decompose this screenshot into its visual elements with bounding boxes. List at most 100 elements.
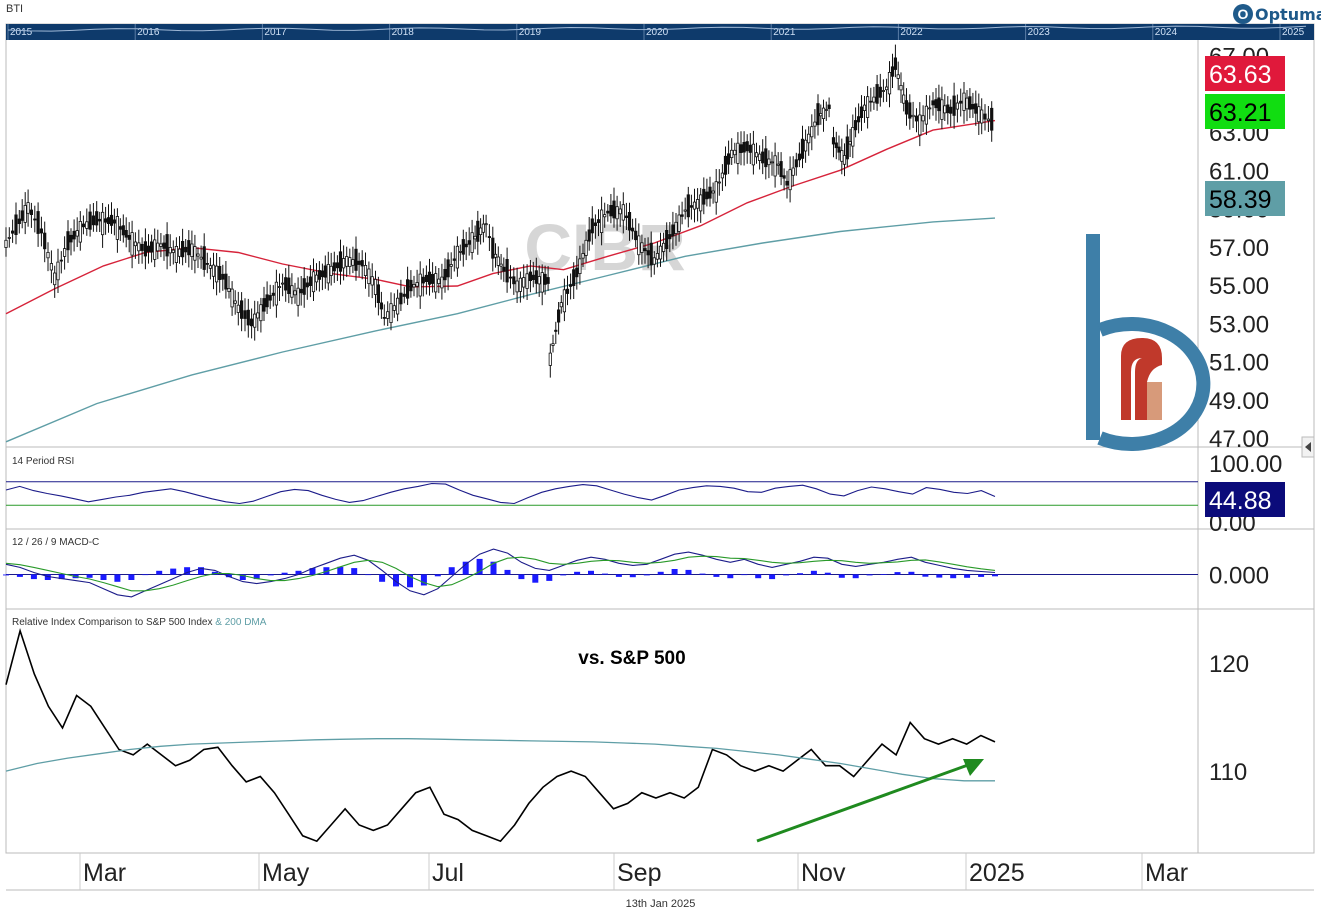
price-candle-body bbox=[540, 272, 544, 293]
navigator-year-label: 2019 bbox=[519, 27, 542, 38]
price-candle-body bbox=[218, 265, 222, 280]
macd-histogram-bar bbox=[615, 574, 622, 577]
price-candle-body bbox=[878, 86, 882, 98]
price-candle-body bbox=[259, 304, 263, 322]
price-candle-body bbox=[646, 250, 650, 256]
price-candle-body bbox=[869, 100, 873, 103]
macd-histogram-bar bbox=[490, 561, 497, 575]
macd-histogram-bar bbox=[588, 570, 594, 575]
price-candle-body bbox=[965, 97, 969, 110]
rsi-panel: 14 Period RSI bbox=[5, 456, 1198, 506]
price-candle-body bbox=[872, 96, 876, 103]
price-y-tick: 61.00 bbox=[1209, 158, 1269, 185]
price-candle-body bbox=[668, 234, 672, 240]
price-candle-body bbox=[983, 113, 987, 120]
relative-y-tick: 110 bbox=[1209, 759, 1247, 786]
price-candle-body bbox=[162, 242, 166, 249]
price-candle-body bbox=[842, 155, 847, 165]
price-candle-body bbox=[484, 223, 488, 226]
price-candle-body bbox=[575, 267, 579, 278]
price-candle-body bbox=[569, 284, 573, 287]
axes: 67.0063.0061.0059.0057.0055.0053.0051.00… bbox=[79, 44, 1282, 890]
macd-histogram-bar bbox=[323, 567, 330, 575]
price-candle-body bbox=[658, 245, 663, 260]
macd-histogram-bar bbox=[518, 574, 525, 580]
price-candle-body bbox=[253, 313, 257, 328]
last-value-box bbox=[1205, 181, 1285, 216]
price-candle-body bbox=[615, 206, 619, 220]
price-candle-body bbox=[243, 310, 247, 319]
price-candle-body bbox=[421, 276, 425, 284]
price-candle-body bbox=[655, 252, 660, 260]
price-candle-body bbox=[800, 138, 805, 159]
macd-histogram-bar bbox=[657, 571, 664, 575]
macd-histogram-bar bbox=[225, 574, 232, 578]
price-candle-body bbox=[140, 243, 144, 251]
price-candle-body bbox=[816, 103, 820, 126]
price-candle-body bbox=[692, 201, 697, 210]
price-candle-body bbox=[36, 211, 40, 234]
macd-histogram-bar bbox=[86, 574, 93, 578]
price-candle-body bbox=[593, 222, 598, 226]
price-candle-body bbox=[376, 284, 381, 303]
price-candle-body bbox=[665, 229, 669, 249]
price-candle-body bbox=[354, 248, 358, 271]
price-candle-body bbox=[49, 263, 54, 271]
ma200-line bbox=[5, 217, 996, 443]
price-candle-body bbox=[66, 231, 70, 251]
price-candle-body bbox=[627, 211, 632, 231]
price-candle-body bbox=[360, 260, 364, 267]
price-candle-body bbox=[299, 288, 303, 294]
relative-title-ma: & 200 DMA bbox=[215, 617, 266, 628]
macd-histogram-bar bbox=[783, 574, 790, 576]
price-candle-body bbox=[455, 245, 460, 269]
price-candle-body bbox=[17, 218, 21, 224]
price-candle-body bbox=[980, 109, 984, 124]
price-candle-body bbox=[143, 241, 147, 257]
price-candle-body bbox=[449, 264, 453, 267]
price-candle-body bbox=[46, 251, 50, 259]
price-candle-body bbox=[904, 100, 909, 115]
price-candle-body bbox=[146, 245, 151, 252]
price-candle-body bbox=[345, 256, 349, 267]
macd-histogram-bar bbox=[699, 573, 706, 575]
price-candle-body bbox=[537, 276, 541, 285]
price-candle-body bbox=[233, 300, 237, 304]
macd-histogram-bar bbox=[810, 570, 817, 575]
price-candle-body bbox=[452, 258, 456, 261]
macd-histogram-bar bbox=[156, 570, 163, 575]
macd-histogram-bar bbox=[365, 574, 372, 576]
macd-histogram-bar bbox=[713, 574, 720, 577]
price-candle-body bbox=[717, 181, 721, 184]
price-candle-body bbox=[554, 329, 558, 332]
price-candle-body bbox=[399, 292, 403, 305]
price-candle-body bbox=[776, 163, 780, 166]
scroll-right-button[interactable] bbox=[1301, 436, 1315, 458]
price-candle-body bbox=[379, 302, 384, 310]
macd-histogram-bar bbox=[393, 574, 399, 587]
macd-histogram-bar bbox=[3, 574, 9, 576]
macd-histogram-bar bbox=[978, 574, 985, 577]
macd-histogram-bar bbox=[880, 574, 887, 575]
trend-arrow-head bbox=[963, 759, 984, 776]
price-candle-body bbox=[807, 133, 811, 144]
price-candle-body bbox=[531, 274, 535, 281]
price-candle-body bbox=[224, 273, 228, 290]
price-candle-body bbox=[75, 230, 79, 237]
price-candle-body bbox=[430, 273, 435, 284]
macd-histogram-bar bbox=[866, 574, 873, 576]
price-candle-body bbox=[754, 152, 759, 158]
price-candle-body bbox=[335, 262, 340, 269]
price-candle-body bbox=[990, 107, 994, 131]
price-candle-body bbox=[14, 214, 18, 235]
price-candle-body bbox=[78, 220, 82, 243]
price-candle-body bbox=[940, 99, 944, 120]
macd-histogram-bar bbox=[351, 568, 358, 575]
price-candle-body bbox=[308, 276, 313, 286]
navigator-year-label: 2018 bbox=[392, 27, 415, 38]
navigator-year-label: 2017 bbox=[264, 27, 287, 38]
price-candle-body bbox=[370, 276, 374, 286]
macd-histogram-bar bbox=[992, 574, 998, 577]
price-candle-body bbox=[20, 210, 24, 221]
price-candle-body bbox=[862, 104, 867, 111]
